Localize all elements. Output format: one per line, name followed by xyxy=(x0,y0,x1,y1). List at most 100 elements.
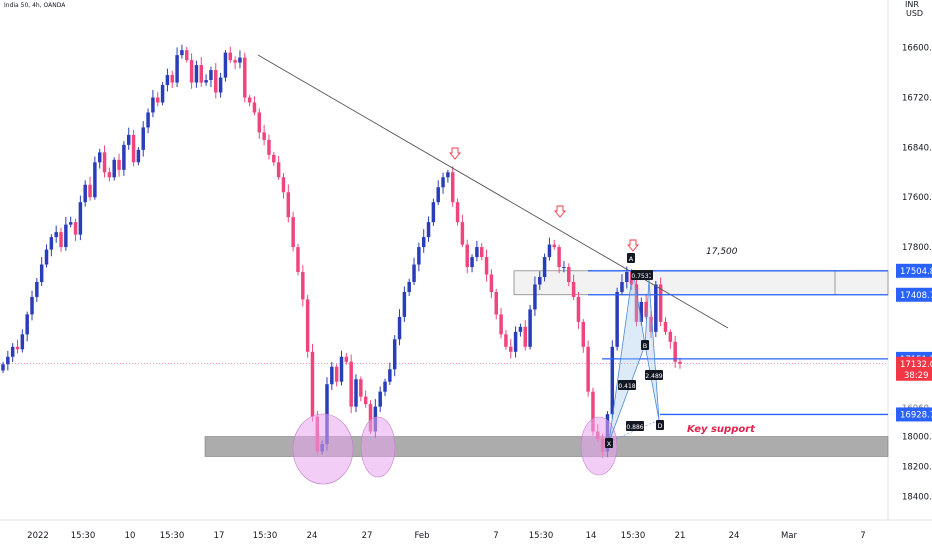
price-badge-label: 16928.7 xyxy=(900,410,932,420)
time-tick: 17 xyxy=(214,531,225,541)
candle-body xyxy=(281,177,286,193)
candle-body xyxy=(233,60,237,63)
key-support-label: Key support xyxy=(687,424,756,435)
price-tick: 16600.0 xyxy=(902,44,932,54)
candle-body xyxy=(397,316,402,340)
candle-body xyxy=(368,404,373,432)
price-badge[interactable] xyxy=(896,407,932,422)
price-ticks: 18400.0 18200.0 18000.0 17800.0 17600.0 16840… xyxy=(902,44,932,503)
price-badge[interactable] xyxy=(896,356,932,381)
price-badge-label: 17132.0 xyxy=(900,360,932,370)
candle-body xyxy=(257,112,262,133)
harmonic-ratio-box xyxy=(645,370,663,380)
candle-body xyxy=(412,264,416,282)
candle-body xyxy=(165,75,170,86)
low-circle-2[interactable] xyxy=(360,416,396,478)
candle-body xyxy=(199,65,204,83)
candle-body xyxy=(518,326,523,332)
down-arrow-icon xyxy=(554,205,566,218)
harmonic-bcd-triangle xyxy=(644,279,660,421)
price-badge-label: 17408.7 xyxy=(900,291,932,301)
candle-body xyxy=(673,341,677,362)
candle-body xyxy=(112,159,116,178)
candle-body xyxy=(586,346,590,392)
harmonic-point-label: X xyxy=(607,440,612,448)
time-tick: Feb xyxy=(414,531,429,541)
harmonic-ratio-box xyxy=(631,270,649,280)
candle-body xyxy=(441,177,445,188)
candle-body xyxy=(383,381,387,392)
candle-body xyxy=(407,281,411,292)
time-tick: 15:30 xyxy=(253,531,278,541)
price-badge[interactable] xyxy=(896,287,932,302)
candle-body xyxy=(25,314,29,335)
candle-body xyxy=(649,316,653,332)
time-tick: 7 xyxy=(860,531,865,541)
candle-body xyxy=(455,202,460,223)
candle-body xyxy=(214,70,218,93)
candle-body xyxy=(310,351,315,417)
currency-label: USD xyxy=(906,9,923,18)
time-tick: 15:30 xyxy=(71,531,96,541)
candle-body xyxy=(615,291,619,347)
candle-body xyxy=(209,70,213,81)
candle-body xyxy=(349,361,353,407)
harmonic-point-box xyxy=(641,340,649,350)
currency-label-top: INR xyxy=(905,0,919,9)
candle-body xyxy=(644,301,648,317)
high-markers xyxy=(449,147,639,252)
candle-body xyxy=(204,80,208,83)
candle-body xyxy=(160,85,165,103)
down-arrow-icon xyxy=(627,239,639,252)
time-tick: 24 xyxy=(729,531,740,541)
candle-body xyxy=(431,202,436,223)
candle-body xyxy=(504,334,508,347)
candle-body xyxy=(334,366,339,382)
price-tick: 18000.0 xyxy=(902,433,932,443)
descending-trendline[interactable] xyxy=(257,54,729,329)
price-tick: 16720.0 xyxy=(902,94,932,104)
candle-body xyxy=(625,272,629,282)
time-tick: 27 xyxy=(362,531,373,541)
candle-body xyxy=(421,237,426,248)
candle-body xyxy=(305,299,310,352)
candle-body xyxy=(218,77,223,93)
harmonic-point-label: C xyxy=(647,272,652,280)
price-tick: 18200.0 xyxy=(902,462,932,472)
harmonic-xab-triangle xyxy=(608,269,646,443)
candle-body xyxy=(509,346,513,352)
candle-body xyxy=(484,257,489,275)
harmonic-xd-line xyxy=(608,419,660,443)
countdown-label: 38:29 xyxy=(904,371,929,381)
candle-body xyxy=(35,281,39,297)
candle-body xyxy=(354,379,358,407)
candle-body xyxy=(562,267,566,269)
candle-body xyxy=(542,257,547,277)
low-circle-3[interactable] xyxy=(580,416,618,476)
candle-body xyxy=(20,334,25,350)
price-tick: 18400.0 xyxy=(902,492,932,502)
time-tick: 21 xyxy=(675,531,686,541)
candle-body xyxy=(489,274,494,292)
candle-body xyxy=(117,159,121,170)
price-badge[interactable] xyxy=(896,263,932,278)
candle-body xyxy=(523,326,527,347)
candle-body xyxy=(267,139,271,155)
low-circle-1[interactable] xyxy=(292,413,354,485)
candle-body xyxy=(228,52,233,61)
candle-body xyxy=(252,102,257,113)
candle-body xyxy=(359,379,363,397)
price-tick: 17800.0 xyxy=(902,243,932,253)
candle-body xyxy=(571,281,576,297)
candle-body xyxy=(189,60,194,83)
candle-body xyxy=(243,57,247,98)
candle-body xyxy=(557,247,561,268)
time-ticks: 2022 15:30 10 15:30 17 15:30 24 27 Feb 7 15:30 14 15… xyxy=(27,531,866,541)
candle-body xyxy=(460,222,465,245)
harmonic-pattern[interactable] xyxy=(608,269,660,443)
candle-body xyxy=(388,369,392,382)
price-tick: 16840.0 xyxy=(902,143,932,153)
candle-body xyxy=(194,65,199,83)
